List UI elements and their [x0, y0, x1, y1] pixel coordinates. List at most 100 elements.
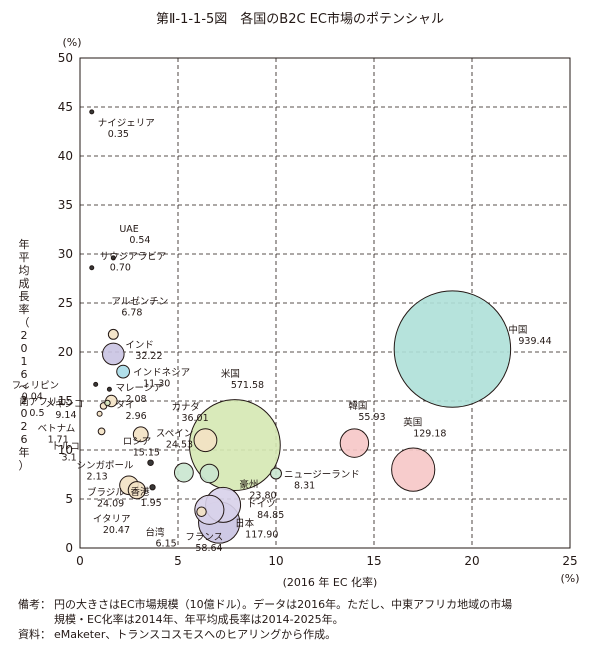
bubble-label: 日本: [235, 518, 255, 530]
y-tick-label: 5: [65, 492, 73, 506]
bubble-value: 1.95: [141, 498, 162, 509]
y-tick-label: 35: [58, 198, 73, 212]
bubble-value: 58.64: [195, 543, 222, 554]
y-axis-title-char: 0: [21, 342, 28, 355]
bubble: [132, 426, 149, 443]
bubble-value: 3.1: [62, 452, 77, 463]
bubble-label: トルコ: [52, 441, 80, 452]
bubble-label: カナダ: [171, 401, 200, 413]
bubble-value: 129.18: [413, 429, 446, 440]
y-tick-label: 25: [58, 296, 73, 310]
bubble-value: 9.14: [55, 410, 76, 421]
bubble-label: メキシコ: [45, 399, 83, 410]
y-axis-title-char: 率: [19, 302, 30, 316]
y-tick-label: 10: [58, 443, 73, 457]
bubble: [110, 255, 116, 261]
bubble: [173, 462, 194, 483]
y-axis-title-char: 長: [19, 290, 30, 303]
bubble-value: 55.93: [358, 412, 385, 423]
bubble-value: 24.09: [97, 498, 124, 509]
bubble-label: 中国: [508, 324, 527, 336]
bubble: [199, 463, 220, 484]
y-axis-title-char: 成: [19, 277, 30, 290]
bubble-label: フランス: [185, 532, 223, 543]
y-axis-title-char: 年: [19, 237, 30, 251]
x-tick-label: 25: [562, 554, 577, 568]
bubble-value: 2.96: [126, 411, 147, 422]
notes-biko-line2: 規模・EC化率は2014年、年平均成長率は2014-2025年。: [54, 613, 344, 626]
notes-biko: 備考： 円の大きさはEC市場規模（10億ドル）。データは2016年。ただし、中東…: [18, 597, 588, 612]
bubble-label: スペイン: [156, 429, 193, 440]
bubble-label: 豪州: [239, 479, 258, 491]
bubble: [102, 342, 125, 366]
bubble-label: 米国: [221, 368, 240, 380]
bubble-value: 24.53: [166, 440, 193, 451]
bubble-label: サウジアラビア: [100, 252, 167, 263]
bubble-value: 0.35: [108, 129, 129, 140]
bubble: [147, 459, 154, 467]
y-axis-title-char: ）: [19, 459, 30, 472]
bubble-value: 2.08: [125, 394, 146, 405]
bubble: [89, 265, 95, 271]
y-axis-title-char: 2: [21, 394, 28, 407]
y-axis-title-char: 平: [19, 251, 30, 264]
y-tick-label: 20: [58, 345, 73, 359]
bubble-label: ロシア: [123, 436, 152, 447]
y-axis-title-char: 1: [21, 355, 28, 368]
y-axis-title-char: 6: [21, 433, 28, 446]
bubble-value: 36.01: [181, 413, 208, 424]
x-tick-label: 0: [76, 554, 84, 568]
x-unit-label: (%): [560, 572, 579, 585]
bubble: [107, 328, 119, 340]
bubble-value: 8.31: [294, 481, 315, 492]
bubble: [89, 109, 95, 115]
notes-source-label: 資料：: [18, 628, 51, 641]
bubble: [96, 410, 103, 417]
bubble-label: インドネシア: [133, 368, 190, 379]
y-tick-label: 45: [58, 100, 73, 114]
y-axis-title-char: 均: [19, 264, 30, 277]
bubble: [104, 399, 111, 407]
x-tick-label: 5: [174, 554, 182, 568]
x-tick-label: 20: [464, 554, 479, 568]
bubble-value: 939.44: [518, 336, 551, 347]
bubble-value: 20.47: [103, 525, 130, 536]
y-tick-label: 30: [58, 247, 73, 261]
y-axis-title-char: 0: [21, 407, 28, 420]
y-axis-title-char: 2: [21, 420, 28, 433]
y-axis-title-char: 年: [19, 445, 30, 459]
bubble: [391, 447, 436, 492]
bubble-label: インド: [125, 340, 154, 351]
bubble-label: アルゼンチン: [111, 295, 168, 307]
x-tick-label: 10: [268, 554, 283, 568]
y-tick-label: 0: [65, 541, 73, 555]
bubble: [393, 290, 512, 408]
y-axis-title-char: （: [19, 316, 30, 329]
bubble: [127, 481, 146, 500]
bubble-label: ドイツ: [247, 499, 276, 510]
bubble-label: シンガポール: [77, 461, 135, 472]
bubble-label: UAE: [119, 224, 138, 235]
bubble-label: ニュージーランド: [284, 470, 360, 481]
notes-source-text: eMaketer、トランスコスモスへのヒアリングから作成。: [54, 628, 337, 641]
bubble-value: 32.22: [135, 351, 162, 362]
bubble-label: ベトナム: [38, 424, 76, 435]
bubble-value: 84.85: [257, 510, 284, 521]
notes-source: 資料： eMaketer、トランスコスモスへのヒアリングから作成。: [18, 627, 588, 642]
bubble-label: タイ: [116, 400, 135, 411]
y-tick-label: 40: [58, 149, 73, 163]
notes-biko-line1: 円の大きさはEC市場規模（10億ドル）。データは2016年。ただし、中東アフリカ…: [54, 598, 513, 611]
bubble-value: 15.15: [133, 447, 160, 458]
bubble-label: フィリピン: [12, 380, 59, 391]
y-tick-label: 50: [58, 51, 73, 65]
y-unit-label: (%): [62, 36, 81, 49]
bubble-value: 0.04: [22, 391, 43, 402]
chart-notes: 備考： 円の大きさはEC市場規模（10億ドル）。データは2016年。ただし、中東…: [18, 597, 588, 642]
bubble-label: イタリア: [93, 514, 131, 525]
bubble: [270, 467, 282, 480]
figure-title: 第Ⅱ-1-1-5図 各国のB2C EC市場のポテンシャル: [156, 12, 444, 27]
y-axis-title-char: 2: [21, 329, 28, 342]
bubble-label: ナイジェリア: [98, 118, 155, 129]
bubble: [194, 494, 225, 525]
bubble: [116, 364, 131, 379]
